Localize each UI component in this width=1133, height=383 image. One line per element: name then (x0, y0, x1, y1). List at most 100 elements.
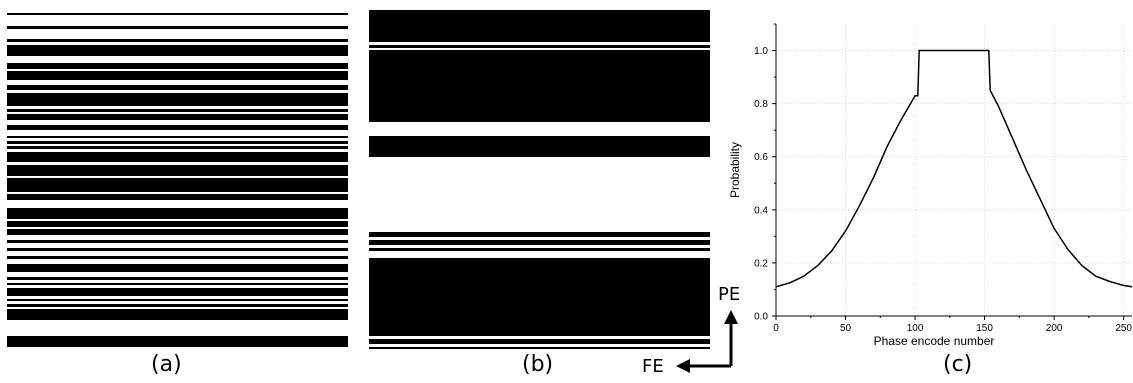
sampled-line (369, 60, 710, 64)
sampled-line (369, 50, 710, 53)
sampled-line (369, 285, 710, 288)
panel-label-c: (c) (943, 352, 973, 377)
sampled-line (7, 154, 348, 158)
sampled-line (7, 114, 348, 117)
sampled-line (7, 341, 348, 345)
probability-chart: 0.0 0.2 0.4 0.6 0.8 1.0 0 50 100 150 200 250 Phase e… (728, 23, 1133, 345)
sampled-line (7, 127, 348, 131)
sampled-line (7, 210, 348, 214)
sampled-line (7, 87, 348, 91)
sampled-line (7, 71, 348, 75)
sampled-line (369, 346, 710, 350)
sampled-line (369, 143, 710, 147)
sampled-line (369, 31, 710, 35)
sampled-line (7, 100, 348, 104)
sampled-line (369, 295, 710, 299)
sampled-line (7, 103, 348, 107)
sampled-line (369, 63, 710, 67)
sampled-line (7, 215, 348, 219)
sampled-line (7, 255, 348, 259)
sampled-line (369, 12, 710, 16)
sampled-line (369, 287, 710, 291)
sampled-line (7, 47, 348, 51)
y-tick-label: 0.8 (754, 99, 768, 110)
mask-panel-b (369, 10, 710, 352)
sampled-line (7, 12, 348, 16)
sampled-line (369, 66, 710, 69)
sampled-line (369, 100, 710, 104)
sampled-line (7, 74, 348, 77)
sampled-line (7, 172, 348, 176)
sampled-line (7, 263, 348, 267)
sampled-line (369, 258, 710, 262)
sampled-line (369, 306, 710, 310)
sampled-line (7, 303, 348, 307)
y-tick-label: 0.4 (754, 205, 768, 216)
sampled-line (7, 124, 348, 128)
sampled-line (7, 167, 348, 171)
sampled-line (369, 274, 710, 278)
sampled-line (369, 261, 710, 264)
sampled-line (7, 50, 348, 53)
sampled-line (369, 68, 710, 72)
sampled-line (7, 164, 348, 168)
sampled-line (369, 311, 710, 315)
sampled-line (369, 44, 710, 48)
sampled-line (369, 39, 710, 43)
sampled-line (369, 20, 710, 24)
sampled-line (7, 293, 348, 297)
sampled-line (369, 301, 710, 305)
probability-series-line (775, 49, 1133, 288)
y-tick-label: 0.2 (754, 258, 768, 269)
sampled-line (369, 234, 710, 238)
sampled-line (369, 90, 710, 93)
panel-label-b: (b) (522, 352, 554, 377)
sampled-line (369, 269, 710, 272)
sampled-line (369, 58, 710, 61)
sampled-line (7, 146, 348, 150)
sampled-line (369, 282, 710, 286)
x-tick-label: 100 (907, 323, 924, 334)
sampled-line (369, 293, 710, 297)
sampled-line (369, 138, 710, 142)
sampled-line (7, 298, 348, 302)
x-tick-label: 200 (1046, 323, 1063, 334)
sampled-line (369, 303, 710, 307)
sampled-line (7, 52, 348, 56)
x-tick-label: 50 (840, 323, 852, 334)
sampled-line (369, 146, 710, 150)
sampled-line (369, 111, 710, 115)
sampled-line (7, 108, 348, 112)
sampled-line (369, 26, 710, 29)
sampled-line (369, 23, 710, 27)
sampled-line (369, 135, 710, 139)
sampled-line (369, 84, 710, 88)
sampled-line (369, 55, 710, 59)
sampled-line (7, 338, 348, 342)
sampled-line (369, 263, 710, 267)
sampled-line (7, 66, 348, 69)
sampled-line (7, 140, 348, 144)
sampled-line (7, 223, 348, 227)
sampled-line (7, 116, 348, 120)
sampled-line (369, 322, 710, 326)
sampled-line (369, 119, 710, 123)
sampled-line (369, 314, 710, 318)
sampled-line (7, 194, 348, 198)
sampled-line (369, 52, 710, 56)
sampled-line (369, 87, 710, 91)
sampled-line (369, 36, 710, 40)
sampled-line (369, 95, 710, 99)
sampled-line (369, 330, 710, 334)
sampled-line (7, 159, 348, 163)
sampled-line (369, 18, 710, 21)
sampled-line (7, 247, 348, 251)
sampled-line (7, 314, 348, 318)
sampled-line (369, 266, 710, 270)
y-tick-label: 0.0 (754, 312, 768, 323)
sampled-line (7, 178, 348, 182)
sampled-line (369, 82, 710, 85)
sampled-line (7, 207, 348, 211)
sampled-line (369, 76, 710, 80)
sampled-line (369, 108, 710, 112)
